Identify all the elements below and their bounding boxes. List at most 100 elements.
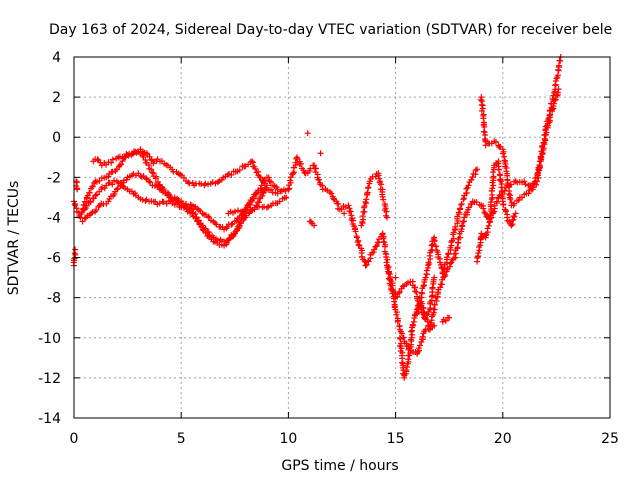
data-point [244, 202, 251, 209]
x-tick-label: 20 [494, 431, 512, 447]
data-point [383, 208, 390, 215]
data-point [484, 225, 491, 232]
data-point [74, 186, 81, 193]
data-point [248, 207, 255, 214]
data-point [463, 185, 470, 192]
data-point [403, 367, 410, 374]
data-point [422, 274, 429, 281]
data-point [216, 178, 223, 185]
y-tick-label: -12 [38, 371, 61, 387]
data-point [425, 259, 432, 266]
data-point [265, 203, 272, 210]
data-point [396, 289, 403, 296]
grid-lines [74, 57, 610, 418]
x-tick-label: 5 [177, 431, 186, 447]
data-point [498, 178, 505, 185]
data-point [396, 288, 403, 295]
data-point [354, 239, 361, 246]
data-point [408, 334, 415, 341]
data-point [384, 214, 391, 221]
data-point [223, 239, 230, 246]
data-point [363, 261, 370, 268]
data-point [373, 243, 380, 250]
data-point [183, 204, 190, 211]
data-point [202, 180, 209, 187]
data-point [180, 174, 187, 181]
data-point [118, 161, 125, 168]
data-point [384, 256, 391, 263]
data-point [265, 174, 272, 181]
data-point [152, 175, 159, 182]
data-point [253, 202, 260, 209]
data-point [511, 200, 518, 207]
data-point [419, 333, 426, 340]
data-point [109, 168, 116, 175]
data-point [500, 201, 507, 208]
data-point [458, 222, 465, 229]
data-point [131, 149, 138, 156]
axes: 0 5 10 15 20 25 -14 -12 -10 -8 -6 -4 -2 0 2 4 [38, 50, 619, 447]
data-point [79, 218, 86, 225]
y-tick-label: -8 [47, 291, 61, 307]
data-point [234, 207, 241, 214]
data-point [358, 253, 365, 260]
data-point [285, 186, 292, 193]
data-point [276, 198, 283, 205]
data-point [410, 321, 417, 328]
data-point [338, 206, 345, 213]
data-point [88, 210, 95, 217]
data-point [311, 222, 318, 229]
data-point [109, 156, 116, 163]
data-point [475, 250, 482, 257]
data-point [298, 160, 305, 167]
data-point [199, 226, 206, 233]
y-tick-label: 0 [52, 130, 61, 146]
data-point [101, 185, 108, 192]
data-point [437, 284, 444, 291]
data-point [315, 176, 322, 183]
data-point [90, 195, 97, 202]
data-point [522, 181, 529, 188]
data-point [379, 230, 386, 237]
data-point [205, 181, 212, 188]
data-point [555, 66, 562, 73]
y-tick-label: -6 [47, 251, 61, 267]
data-point [480, 205, 487, 212]
data-point [499, 150, 506, 157]
data-point [214, 179, 221, 186]
data-point [89, 209, 96, 216]
data-point [89, 183, 96, 190]
data-point [397, 335, 404, 342]
y-tick-label: 4 [52, 50, 61, 66]
data-point [420, 283, 427, 290]
data-point [465, 182, 472, 189]
data-point [539, 142, 546, 149]
data-point [392, 274, 399, 281]
data-point [408, 328, 415, 335]
data-point [108, 159, 115, 166]
data-point [502, 208, 509, 215]
data-point [422, 315, 429, 322]
data-point [175, 197, 182, 204]
data-point [168, 195, 175, 202]
data-point [450, 235, 457, 242]
data-point [365, 184, 372, 191]
data-point [195, 217, 202, 224]
data-point [328, 190, 335, 197]
chart-title: Day 163 of 2024, Sidereal Day-to-day VTE… [49, 22, 612, 38]
data-point [473, 199, 480, 206]
data-point [414, 349, 421, 356]
data-point [478, 230, 485, 237]
data-point [384, 264, 391, 271]
data-point [433, 297, 440, 304]
data-point [259, 192, 266, 199]
y-tick-label: -10 [38, 331, 61, 347]
data-point [465, 204, 472, 211]
x-axis-label: GPS time / hours [281, 458, 398, 474]
data-point [492, 138, 499, 145]
data-point [92, 192, 99, 199]
data-point [480, 115, 487, 122]
data-point [489, 185, 496, 192]
data-point [341, 210, 348, 217]
data-point [394, 318, 401, 325]
